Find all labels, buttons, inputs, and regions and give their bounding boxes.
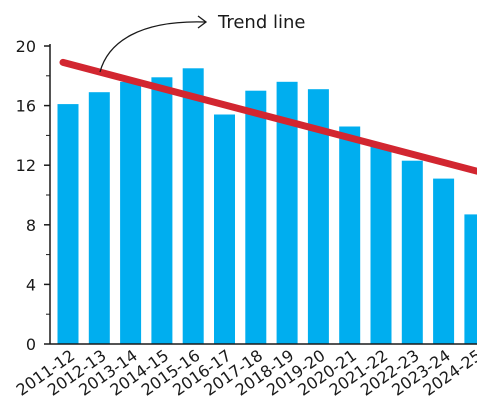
bar bbox=[88, 92, 110, 344]
y-tick-label: 16 bbox=[16, 97, 36, 116]
trend-line bbox=[59, 58, 477, 175]
trend-line-annotation-arrow bbox=[99, 15, 208, 73]
y-axis-ticks: 0 4 8 12 16 20 bbox=[16, 37, 50, 354]
bar bbox=[370, 145, 392, 344]
bar bbox=[245, 90, 267, 344]
bar bbox=[214, 114, 235, 344]
bar bbox=[433, 178, 455, 344]
bar bbox=[464, 214, 477, 344]
y-tick-label: 4 bbox=[26, 275, 36, 294]
bars-layer bbox=[57, 68, 477, 345]
bar bbox=[151, 77, 173, 345]
bar bbox=[182, 68, 204, 345]
bar bbox=[401, 160, 423, 344]
y-tick-label: 12 bbox=[16, 156, 36, 175]
trend-line-label: Trend line bbox=[217, 12, 305, 33]
bar bbox=[276, 81, 298, 345]
x-axis-tick-labels: 2011-122012-132013-142014-152015-162016-… bbox=[13, 346, 477, 400]
bar bbox=[307, 89, 329, 344]
bar bbox=[120, 81, 142, 345]
y-tick-label: 20 bbox=[16, 37, 36, 56]
y-tick-label: 0 bbox=[26, 335, 36, 354]
y-tick-label: 8 bbox=[26, 216, 36, 235]
bar bbox=[339, 126, 361, 344]
bar bbox=[57, 104, 79, 344]
